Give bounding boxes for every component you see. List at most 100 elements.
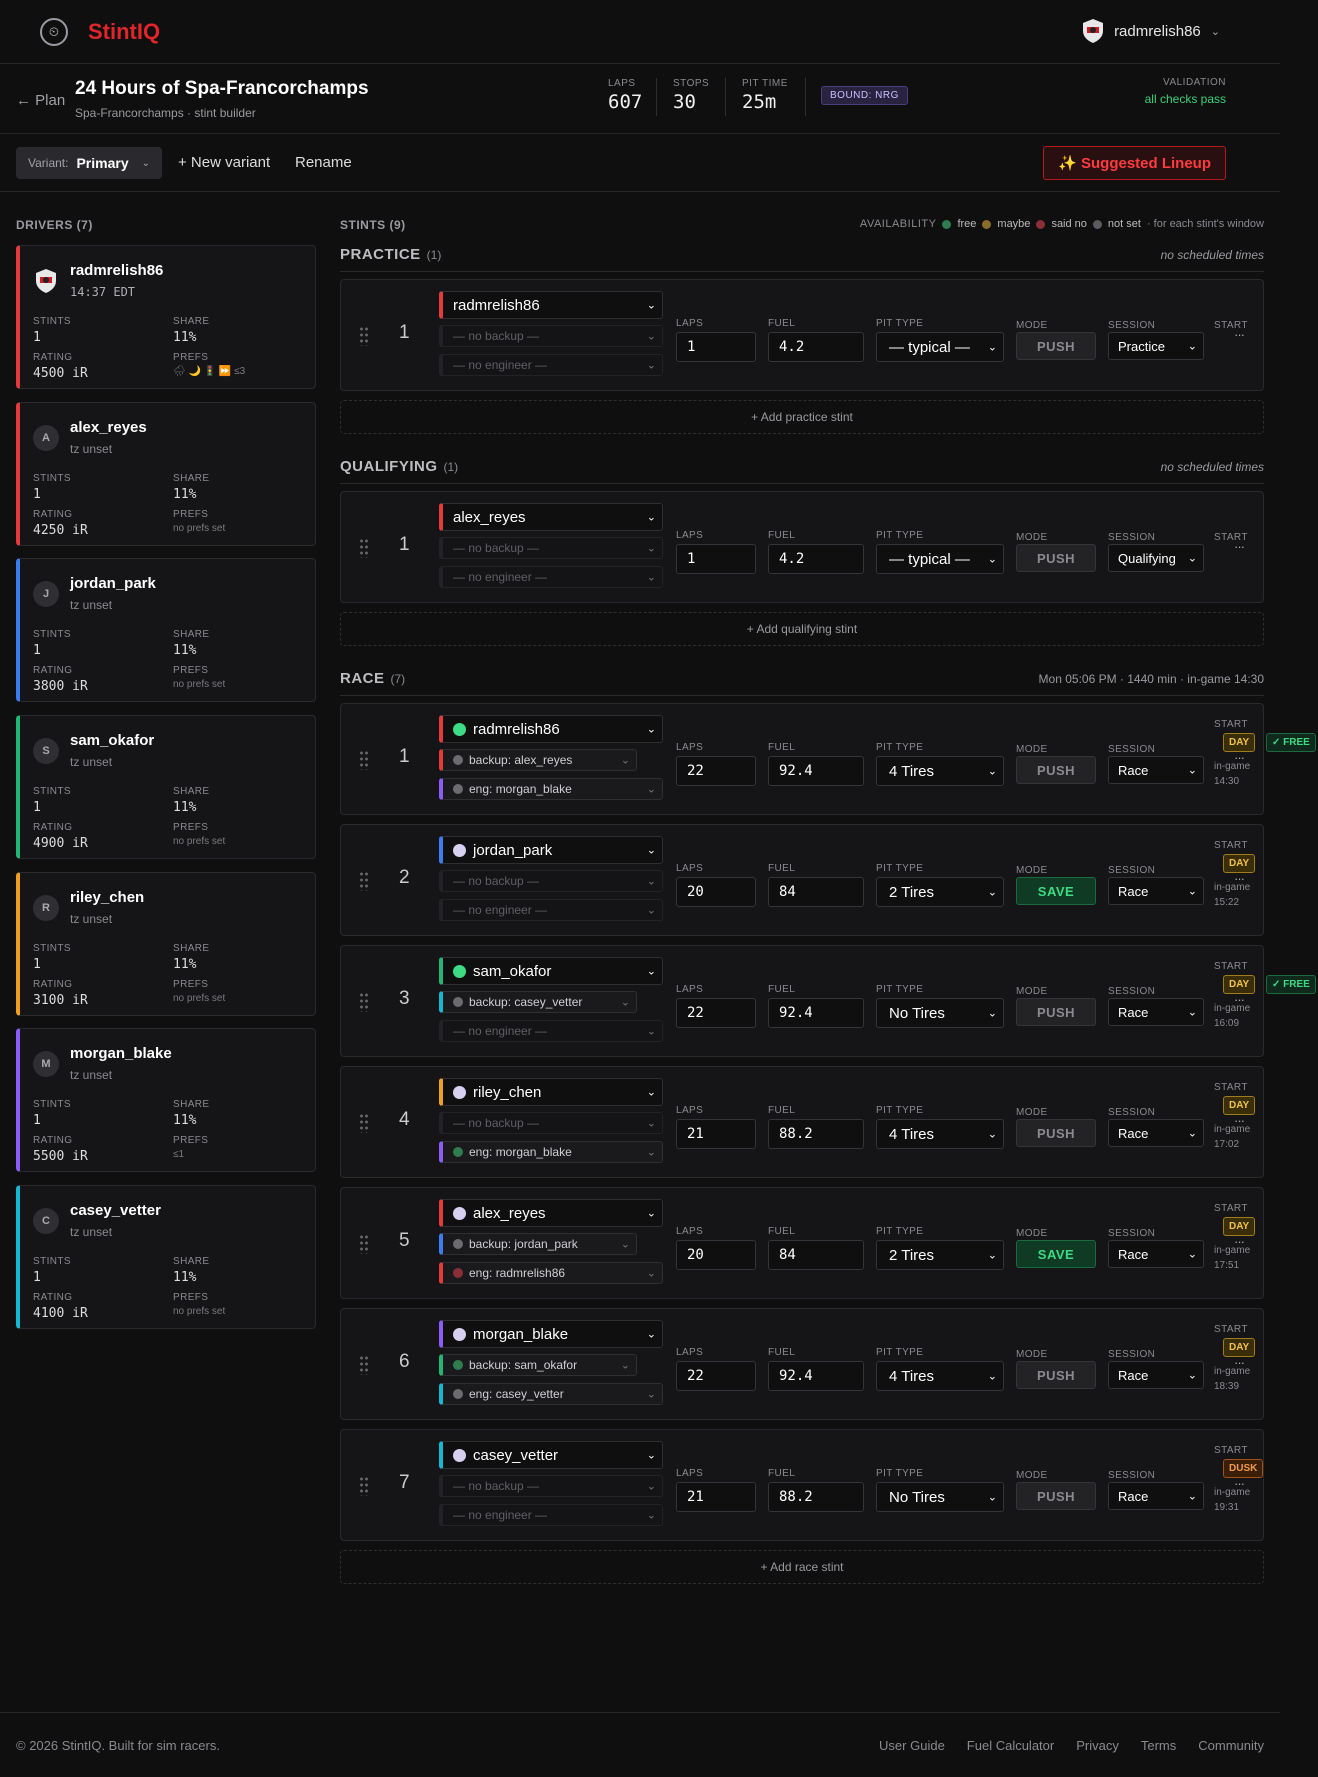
driver-select[interactable]: alex_reyes ⌄ [439,1199,663,1227]
driver-select[interactable]: riley_chen ⌄ [439,1078,663,1106]
fuel-input[interactable]: 88.2 [768,1482,864,1512]
mode-toggle[interactable]: PUSH [1016,332,1096,360]
mode-toggle[interactable]: PUSH [1016,1482,1096,1510]
fuel-input[interactable]: 92.4 [768,998,864,1028]
fuel-input[interactable]: 84 [768,1240,864,1270]
backup-select[interactable]: backup: casey_vetter ⌄ [439,991,637,1013]
pit-type-select[interactable]: — typical — ⌄ [876,332,1004,362]
new-variant-button[interactable]: + New variant [178,154,271,171]
laps-input[interactable]: 21 [676,1482,756,1512]
backup-select[interactable]: backup: jordan_park ⌄ [439,1233,637,1255]
engineer-select[interactable]: — no engineer — ⌄ [439,1020,663,1042]
mode-toggle[interactable]: SAVE [1016,1240,1096,1268]
drag-handle-icon[interactable] [359,871,369,891]
drag-handle-icon[interactable] [359,750,369,770]
suggested-lineup-button[interactable]: ✨ Suggested Lineup [1043,146,1226,180]
laps-input[interactable]: 20 [676,877,756,907]
session-select[interactable]: Race ⌄ [1108,1240,1204,1268]
session-select[interactable]: Race ⌄ [1108,1119,1204,1147]
fuel-input[interactable]: 84 [768,877,864,907]
drag-handle-icon[interactable] [359,1113,369,1133]
session-select[interactable]: Race ⌄ [1108,877,1204,905]
more-icon[interactable]: ··· [1234,1234,1245,1249]
pit-type-select[interactable]: No Tires ⌄ [876,998,1004,1028]
user-menu[interactable]: radmrelish86 ⌄ [1082,18,1220,44]
drag-handle-icon[interactable] [359,326,369,346]
pit-type-select[interactable]: — typical — ⌄ [876,544,1004,574]
laps-input[interactable]: 20 [676,1240,756,1270]
more-icon[interactable]: ··· [1234,1355,1245,1370]
fuel-input[interactable]: 4.2 [768,544,864,574]
laps-input[interactable]: 22 [676,998,756,1028]
laps-input[interactable]: 22 [676,1361,756,1391]
pit-type-select[interactable]: 4 Tires ⌄ [876,1119,1004,1149]
engineer-select[interactable]: — no engineer — ⌄ [439,566,663,588]
driver-select[interactable]: casey_vetter ⌄ [439,1441,663,1469]
laps-input[interactable]: 21 [676,1119,756,1149]
laps-input[interactable]: 1 [676,544,756,574]
fuel-input[interactable]: 4.2 [768,332,864,362]
engineer-select[interactable]: eng: morgan_blake ⌄ [439,778,663,800]
session-select[interactable]: Race ⌄ [1108,1482,1204,1510]
drag-handle-icon[interactable] [359,1476,369,1496]
more-icon[interactable]: ··· [1234,1476,1245,1491]
fuel-input[interactable]: 92.4 [768,1361,864,1391]
mode-toggle[interactable]: SAVE [1016,877,1096,905]
engineer-select[interactable]: eng: radmrelish86 ⌄ [439,1262,663,1284]
session-select[interactable]: Qualifying ⌄ [1108,544,1204,572]
backup-select[interactable]: — no backup — ⌄ [439,1475,663,1497]
footer-link-user-guide[interactable]: User Guide [879,1738,945,1753]
session-select[interactable]: Race ⌄ [1108,756,1204,784]
pit-type-select[interactable]: 4 Tires ⌄ [876,756,1004,786]
speedometer-icon[interactable]: ⏲ [40,17,68,46]
driver-select[interactable]: sam_okafor ⌄ [439,957,663,985]
backup-select[interactable]: backup: alex_reyes ⌄ [439,749,637,771]
driver-select[interactable]: alex_reyes ⌄ [439,503,663,531]
driver-select[interactable]: radmrelish86 ⌄ [439,291,663,319]
rename-button[interactable]: Rename [295,154,352,171]
mode-toggle[interactable]: PUSH [1016,544,1096,572]
footer-link-community[interactable]: Community [1198,1738,1264,1753]
pit-type-select[interactable]: 4 Tires ⌄ [876,1361,1004,1391]
mode-toggle[interactable]: PUSH [1016,756,1096,784]
fuel-input[interactable]: 88.2 [768,1119,864,1149]
pit-type-select[interactable]: 2 Tires ⌄ [876,877,1004,907]
session-select[interactable]: Practice ⌄ [1108,332,1204,360]
more-icon[interactable]: ··· [1234,992,1245,1007]
backup-select[interactable]: — no backup — ⌄ [439,870,663,892]
mode-toggle[interactable]: PUSH [1016,1361,1096,1389]
brand-name[interactable]: StintIQ [88,18,161,44]
backup-select[interactable]: — no backup — ⌄ [439,537,663,559]
driver-card[interactable]: radmrelish86 14:37 EDT STINTS 1 SHARE 11% RATI… [16,245,316,389]
mode-toggle[interactable]: PUSH [1016,998,1096,1026]
drag-handle-icon[interactable] [359,1234,369,1254]
more-icon[interactable]: ··· [1234,750,1245,765]
backup-select[interactable]: — no backup — ⌄ [439,1112,663,1134]
driver-select[interactable]: jordan_park ⌄ [439,836,663,864]
session-select[interactable]: Race ⌄ [1108,1361,1204,1389]
engineer-select[interactable]: eng: casey_vetter ⌄ [439,1383,663,1405]
footer-link-terms[interactable]: Terms [1140,1738,1177,1753]
drag-handle-icon[interactable] [359,992,369,1012]
engineer-select[interactable]: — no engineer — ⌄ [439,1504,663,1526]
engineer-select[interactable]: eng: morgan_blake ⌄ [439,1141,663,1163]
more-icon[interactable]: ··· [1234,327,1245,342]
backup-select[interactable]: — no backup — ⌄ [439,325,663,347]
footer-link-fuel-calculator[interactable]: Fuel Calculator [966,1738,1055,1753]
session-select[interactable]: Race ⌄ [1108,998,1204,1026]
engineer-select[interactable]: — no engineer — ⌄ [439,354,663,376]
pit-type-select[interactable]: No Tires ⌄ [876,1482,1004,1512]
more-icon[interactable]: ··· [1234,1113,1245,1128]
engineer-select[interactable]: — no engineer — ⌄ [439,899,663,921]
add-qualifying-stint-button[interactable]: + Add qualifying stint [340,612,1264,646]
back-to-plan-link[interactable]: ← Plan [16,92,66,109]
footer-link-privacy[interactable]: Privacy [1076,1738,1119,1753]
driver-select[interactable]: radmrelish86 ⌄ [439,715,663,743]
more-icon[interactable]: ··· [1234,539,1245,554]
drag-handle-icon[interactable] [359,538,369,558]
